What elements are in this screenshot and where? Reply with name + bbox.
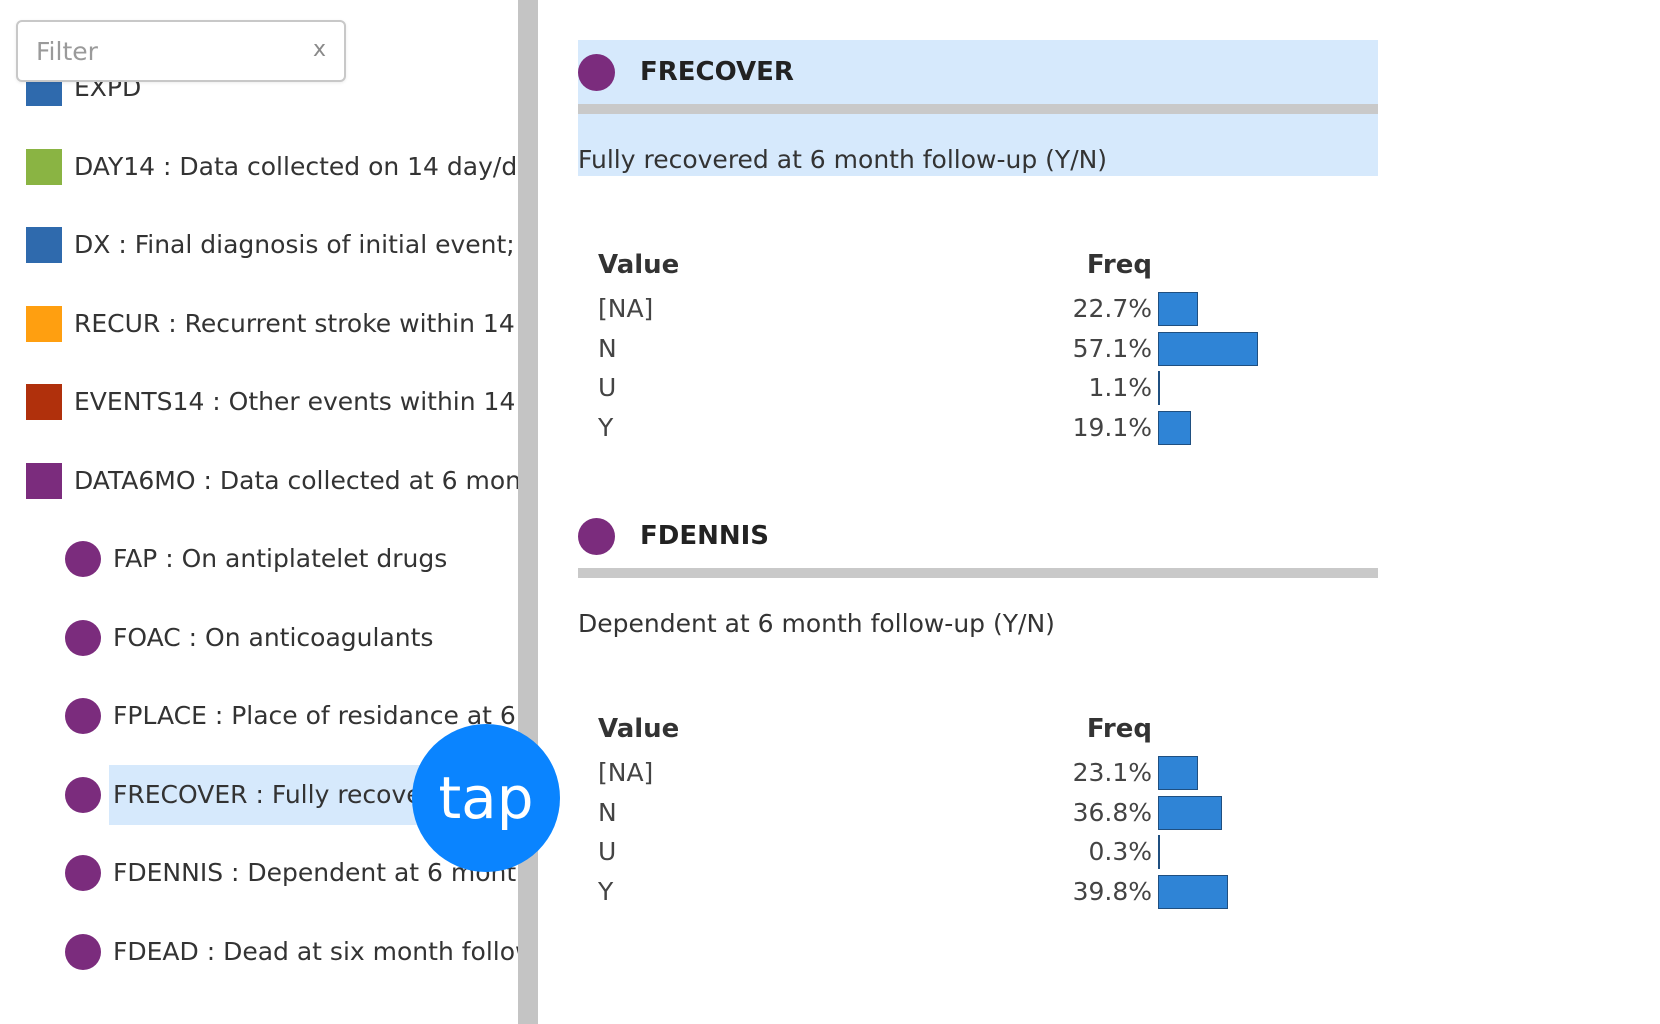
card-description: Dependent at 6 month follow-up (Y/N)	[578, 609, 1055, 638]
filter-input[interactable]	[18, 22, 316, 80]
tree-item[interactable]: FAP : On antiplatelet drugs	[65, 529, 447, 589]
frequency-percent: 1.1%	[1088, 373, 1152, 402]
frequency-percent: 19.1%	[1072, 412, 1152, 442]
group-square-icon	[26, 149, 62, 185]
tree-item[interactable]: FDENNIS : Dependent at 6 month	[65, 843, 518, 903]
frequency-row: U 0.3%	[598, 833, 1298, 875]
frequency-percent: 39.8%	[1072, 876, 1152, 906]
card-description: Fully recovered at 6 month follow-up (Y/…	[578, 114, 1378, 176]
frequency-value: N	[598, 333, 617, 363]
frequency-bar	[1158, 835, 1160, 869]
value-column-header: Value	[598, 714, 680, 744]
frequency-table: Value Freq [NA] 23.1% N 36.8% U 0.3% Y 39.8%	[598, 714, 1298, 914]
frequency-row: Y 39.8%	[598, 873, 1298, 915]
frequency-row: [NA] 23.1%	[598, 754, 1298, 796]
frequency-value: Y	[598, 876, 614, 906]
frequency-value: U	[598, 373, 617, 402]
tree-item-label: FDEAD : Dead at six month follow	[113, 937, 518, 966]
tree-item-label: FDENNIS : Dependent at 6 month	[113, 858, 518, 887]
variable-card-frecover: FRECOVER Fully recovered at 6 month foll…	[578, 40, 1378, 460]
variable-dot-icon	[65, 541, 101, 577]
tree-item[interactable]: DATA6MO : Data collected at 6 mont	[26, 451, 518, 511]
tree-item[interactable]: FPLACE : Place of residance at 6	[65, 686, 516, 746]
frequency-bar	[1158, 371, 1160, 405]
frequency-bar	[1158, 292, 1198, 326]
card-header[interactable]: FDENNIS	[578, 504, 1378, 568]
group-square-icon	[26, 463, 62, 499]
frequency-value: U	[598, 837, 617, 866]
tree-item-label: RECUR : Recurrent stroke within 14 c	[74, 309, 518, 338]
variable-dot-icon	[65, 620, 101, 656]
frequency-percent: 36.8%	[1072, 797, 1152, 827]
freq-column-header: Freq	[1086, 250, 1152, 280]
group-square-icon	[26, 306, 62, 342]
group-square-icon	[26, 227, 62, 263]
frequency-table-header: Value Freq	[598, 250, 1298, 290]
tree-item-label: FPLACE : Place of residance at 6	[113, 701, 516, 730]
tree-item[interactable]: DX : Final diagnosis of initial event;	[26, 215, 515, 275]
frequency-row: U 1.1%	[598, 369, 1298, 411]
tree-item-label: DX : Final diagnosis of initial event;	[74, 230, 515, 259]
freq-column-header: Freq	[1086, 714, 1152, 744]
frequency-value: N	[598, 797, 617, 827]
frequency-bar	[1158, 756, 1198, 790]
tree-item[interactable]: DAY14 : Data collected on 14 day/dis	[26, 137, 518, 197]
frequency-table: Value Freq [NA] 22.7% N 57.1% U 1.1% Y 19.1%	[598, 250, 1298, 450]
frequency-bar	[1158, 874, 1228, 909]
frequency-percent: 57.1%	[1072, 333, 1152, 363]
frequency-percent: 0.3%	[1088, 837, 1152, 866]
tree-item-label: FOAC : On anticoagulants	[113, 623, 434, 652]
frequency-row: Y 19.1%	[598, 409, 1298, 451]
group-dot-icon	[578, 53, 615, 91]
variable-dot-icon	[65, 855, 101, 891]
tree-item[interactable]: EVENTS14 : Other events within 14 c	[26, 372, 518, 432]
frequency-value: [NA]	[598, 758, 654, 787]
tree-item[interactable]: FRECOVER : Fully recove	[65, 765, 422, 825]
tree-item[interactable]: RECUR : Recurrent stroke within 14 c	[26, 294, 518, 354]
tree-item-label: DATA6MO : Data collected at 6 mont	[74, 466, 518, 495]
tree-item[interactable]: FOAC : On anticoagulants	[65, 608, 433, 668]
frequency-percent: 23.1%	[1072, 758, 1152, 787]
frequency-bar	[1158, 410, 1191, 445]
tree-item[interactable]: FDEAD : Dead at six month follow	[65, 922, 518, 982]
card-header[interactable]: FRECOVER	[578, 40, 1378, 104]
group-square-icon	[26, 384, 62, 420]
variable-dot-icon	[65, 698, 101, 734]
tree-item-label: EVENTS14 : Other events within 14 c	[74, 387, 518, 416]
tree-item-label: DAY14 : Data collected on 14 day/dis	[74, 152, 518, 181]
frequency-bar	[1158, 795, 1222, 830]
variable-card-fdennis: FDENNIS Dependent at 6 month follow-up (…	[578, 504, 1378, 924]
group-dot-icon	[578, 517, 615, 555]
value-column-header: Value	[598, 250, 680, 280]
card-title: FDENNIS	[640, 521, 770, 551]
frequency-value: Y	[598, 412, 614, 442]
frequency-table-header: Value Freq	[598, 714, 1298, 754]
card-divider	[578, 104, 1378, 114]
frequency-bar	[1158, 331, 1258, 366]
variable-tree-panel: EXPD DAY14 : Data collected on 14 day/dis…	[0, 0, 518, 1024]
clear-filter-icon[interactable]: x	[312, 37, 326, 62]
variable-detail-panel: FRECOVER Fully recovered at 6 month foll…	[538, 0, 1660, 1024]
frequency-row: N 36.8%	[598, 794, 1298, 836]
variable-dot-icon	[65, 777, 101, 813]
card-divider	[578, 568, 1378, 578]
card-title: FRECOVER	[640, 57, 794, 87]
frequency-row: [NA] 22.7%	[598, 290, 1298, 332]
frequency-row: N 57.1%	[598, 330, 1298, 372]
frequency-percent: 22.7%	[1072, 294, 1152, 323]
panel-splitter[interactable]	[518, 0, 538, 1024]
variable-dot-icon	[65, 934, 101, 970]
tree-item-label: FRECOVER : Fully recove	[109, 765, 422, 825]
frequency-value: [NA]	[598, 294, 654, 323]
tree-item-label: FAP : On antiplatelet drugs	[113, 544, 448, 573]
filter-box: x	[16, 20, 346, 82]
